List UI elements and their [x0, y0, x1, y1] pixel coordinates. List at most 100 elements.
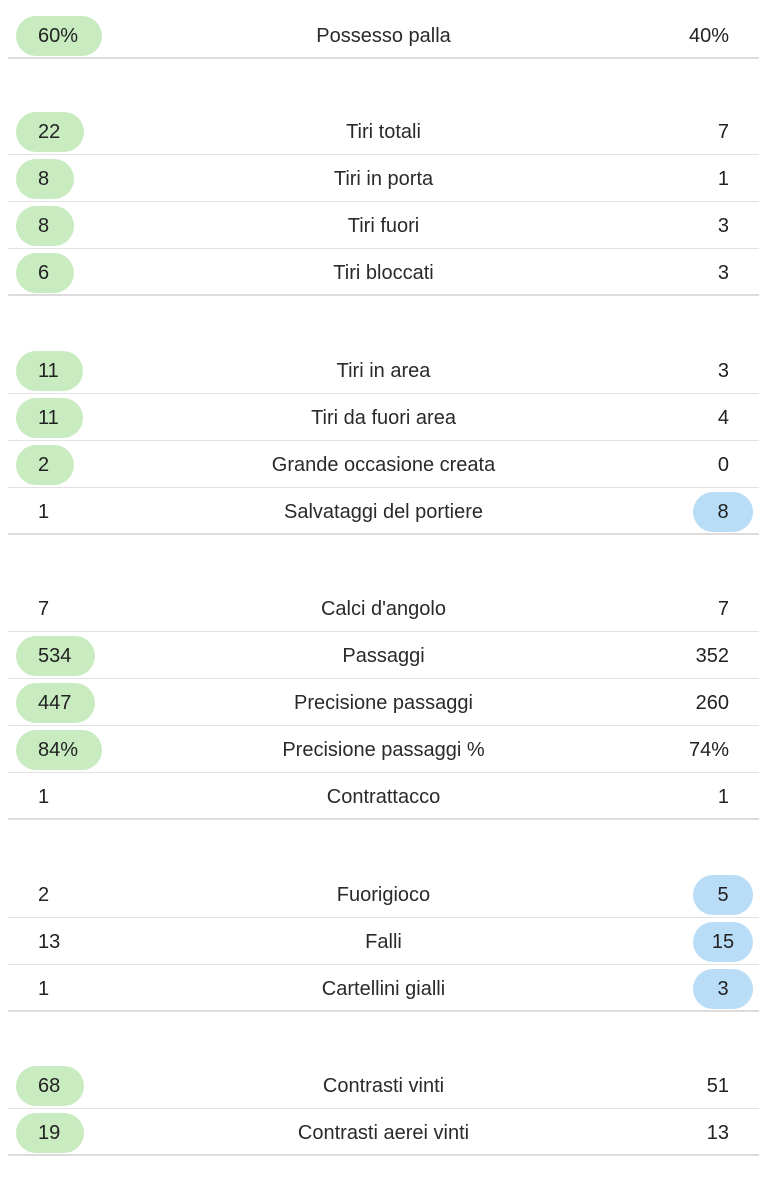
row-divider	[8, 440, 759, 441]
home-value: 534	[16, 635, 96, 676]
home-value: 1	[38, 500, 50, 523]
stat-label: Tiri in porta	[333, 167, 434, 190]
stat-row: 60% Possesso palla 40%	[0, 12, 767, 59]
away-value: 3	[717, 261, 729, 284]
stat-label: Precisione passaggi %	[282, 738, 485, 761]
home-value: 8	[16, 158, 74, 199]
home-value: 2	[16, 444, 74, 485]
stat-row: 11 Tiri da fuori area 4	[0, 394, 767, 441]
stat-row: 2 Fuorigioco 5	[0, 871, 767, 918]
row-divider	[8, 725, 759, 726]
away-value: 3	[717, 214, 729, 237]
stat-label: Precisione passaggi	[294, 691, 473, 714]
stat-row: 6 Tiri bloccati 3	[0, 249, 767, 296]
stat-label: Passaggi	[342, 644, 425, 667]
stat-label: Tiri fuori	[347, 214, 420, 237]
stat-label: Grande occasione creata	[271, 453, 496, 476]
away-value: 8	[693, 491, 753, 532]
away-value: 1	[717, 167, 729, 190]
away-value: 13	[706, 1121, 729, 1144]
stat-label: Tiri da fuori area	[311, 406, 456, 429]
home-value: 11	[16, 397, 83, 438]
stat-label: Contrattacco	[326, 785, 441, 808]
home-value: 8	[16, 205, 74, 246]
row-divider	[8, 57, 759, 59]
stat-row: 1 Cartellini gialli 3	[0, 965, 767, 1012]
stat-row: 13 Falli 15	[0, 918, 767, 965]
row-divider	[8, 248, 759, 249]
stat-label: Tiri in area	[336, 359, 431, 382]
row-divider	[8, 294, 759, 296]
home-value: 1	[38, 785, 50, 808]
home-value: 19	[16, 1112, 85, 1153]
stat-label: Falli	[365, 930, 402, 953]
row-divider	[8, 154, 759, 155]
row-divider	[8, 772, 759, 773]
home-value: 13	[38, 930, 61, 953]
row-divider	[8, 818, 759, 820]
stat-group: 7 Calci d'angolo 7 534 Passaggi 352 447 Precisi…	[0, 585, 767, 820]
away-value: 7	[717, 597, 729, 620]
away-value: 352	[695, 644, 729, 667]
stat-row: 19 Contrasti aerei vinti 13	[0, 1109, 767, 1156]
away-value: 74%	[688, 738, 729, 761]
away-value: 1	[717, 785, 729, 808]
home-value: 68	[16, 1065, 85, 1106]
home-value: 84%	[16, 729, 103, 770]
away-value: 4	[717, 406, 729, 429]
row-divider	[8, 631, 759, 632]
stat-row: 8 Tiri fuori 3	[0, 202, 767, 249]
row-divider	[8, 1154, 759, 1156]
stat-row: 7 Calci d'angolo 7	[0, 585, 767, 632]
row-divider	[8, 917, 759, 918]
stat-label: Salvataggi del portiere	[283, 500, 483, 523]
row-divider	[8, 533, 759, 535]
home-value: 7	[38, 597, 50, 620]
stat-row: 84% Precisione passaggi % 74%	[0, 726, 767, 773]
row-divider	[8, 487, 759, 488]
stat-row: 2 Grande occasione creata 0	[0, 441, 767, 488]
stat-row: 11 Tiri in area 3	[0, 347, 767, 394]
stat-row: 22 Tiri totali 7	[0, 108, 767, 155]
stat-row: 447 Precisione passaggi 260	[0, 679, 767, 726]
home-value: 11	[16, 350, 83, 391]
stat-row: 68 Contrasti vinti 51	[0, 1062, 767, 1109]
stat-group: 2 Fuorigioco 5 13 Falli 15 1 Cartellini gialli 3	[0, 871, 767, 1012]
row-divider	[8, 678, 759, 679]
row-divider	[8, 393, 759, 394]
away-value: 0	[717, 453, 729, 476]
row-divider	[8, 1108, 759, 1109]
stat-label: Fuorigioco	[336, 883, 431, 906]
stat-group: 60% Possesso palla 40%	[0, 12, 767, 59]
stat-group: 22 Tiri totali 7 8 Tiri in porta 1 8 Tiri fuori…	[0, 108, 767, 296]
stat-label: Contrasti aerei vinti	[297, 1121, 470, 1144]
away-value: 3	[717, 359, 729, 382]
stat-label: Possesso palla	[316, 24, 451, 47]
home-value: 1	[38, 977, 50, 1000]
home-value: 22	[16, 111, 85, 152]
home-value: 2	[38, 883, 50, 906]
stat-row: 1 Contrattacco 1	[0, 773, 767, 820]
stat-row: 1 Salvataggi del portiere 8	[0, 488, 767, 535]
away-value: 5	[693, 874, 753, 915]
away-value: 51	[706, 1074, 729, 1097]
row-divider	[8, 964, 759, 965]
away-value: 15	[693, 921, 753, 962]
row-divider	[8, 1010, 759, 1012]
stat-group: 68 Contrasti vinti 51 19 Contrasti aerei vin…	[0, 1062, 767, 1156]
home-value: 447	[16, 682, 96, 723]
stat-label: Tiri bloccati	[333, 261, 434, 284]
stat-row: 8 Tiri in porta 1	[0, 155, 767, 202]
stat-label: Calci d'angolo	[320, 597, 446, 620]
away-value: 40%	[688, 24, 729, 47]
row-divider	[8, 201, 759, 202]
home-value: 60%	[16, 15, 103, 56]
stat-label: Tiri totali	[346, 120, 421, 143]
stat-group: 11 Tiri in area 3 11 Tiri da fuori area 4 2 Gra…	[0, 347, 767, 535]
home-value: 6	[16, 252, 74, 293]
away-value: 260	[695, 691, 729, 714]
stat-label: Cartellini gialli	[321, 977, 446, 1000]
stat-row: 534 Passaggi 352	[0, 632, 767, 679]
away-value: 7	[717, 120, 729, 143]
